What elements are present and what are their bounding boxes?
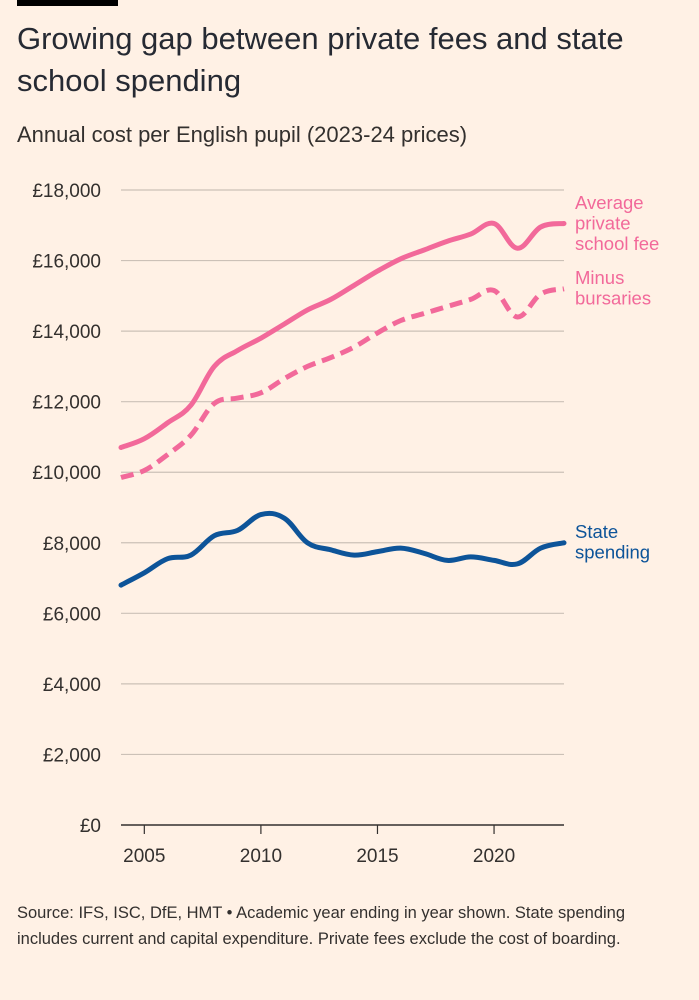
chart-title: Growing gap between private fees and sta… bbox=[17, 21, 624, 98]
brand-bar bbox=[17, 0, 118, 6]
series-label-line: Minus bbox=[575, 267, 624, 288]
series-label-line: private bbox=[575, 212, 631, 233]
y-tick-label: £12,000 bbox=[32, 393, 101, 414]
series-lines bbox=[118, 220, 567, 588]
x-axis: 2005 2010 2015 2020 bbox=[123, 825, 515, 867]
x-tick-label: 2010 bbox=[240, 846, 282, 867]
series-label-average-private-school-fee: Average private school fee bbox=[575, 192, 659, 254]
grid-lines bbox=[121, 189, 564, 826]
series-label-line: State bbox=[575, 521, 618, 542]
series-labels: Average private school fee Minus bursaries St… bbox=[575, 192, 659, 563]
x-tick-label: 2015 bbox=[356, 846, 398, 867]
y-tick-label: £16,000 bbox=[32, 252, 101, 273]
y-tick-label: £6,000 bbox=[43, 604, 101, 625]
y-tick-label: £0 bbox=[80, 816, 101, 837]
y-tick-label: £4,000 bbox=[43, 675, 101, 696]
series-label-line: school fee bbox=[575, 233, 659, 254]
source-note: Source: IFS, ISC, DfE, HMT • Academic ye… bbox=[17, 904, 626, 948]
y-tick-label: £2,000 bbox=[43, 745, 101, 766]
y-tick-label: £18,000 bbox=[32, 181, 101, 202]
y-axis: £0 £2,000 £4,000 £6,000 £8,000 £10,000 £12,000… bbox=[32, 181, 101, 837]
chart-subtitle: Annual cost per English pupil (2023-24 p… bbox=[17, 122, 468, 147]
x-tick-label: 2005 bbox=[123, 846, 165, 867]
y-tick-label: £8,000 bbox=[43, 534, 101, 555]
series-label-line: Average bbox=[575, 192, 644, 213]
y-tick-label: £14,000 bbox=[32, 322, 101, 343]
series-line-minus-bursaries bbox=[120, 286, 565, 480]
x-tick-label: 2020 bbox=[473, 846, 515, 867]
series-label-line: spending bbox=[575, 541, 650, 562]
line-chart: £0 £2,000 £4,000 £6,000 £8,000 £10,000 £12,000… bbox=[32, 181, 659, 867]
series-label-minus-bursaries: Minus bursaries bbox=[575, 267, 651, 309]
y-tick-label: £10,000 bbox=[32, 463, 101, 484]
series-label-state-spending: State spending bbox=[575, 521, 650, 563]
series-label-line: bursaries bbox=[575, 287, 651, 308]
series-line-state-spending bbox=[118, 510, 567, 588]
series-line-average-private-school-fee bbox=[118, 220, 567, 450]
